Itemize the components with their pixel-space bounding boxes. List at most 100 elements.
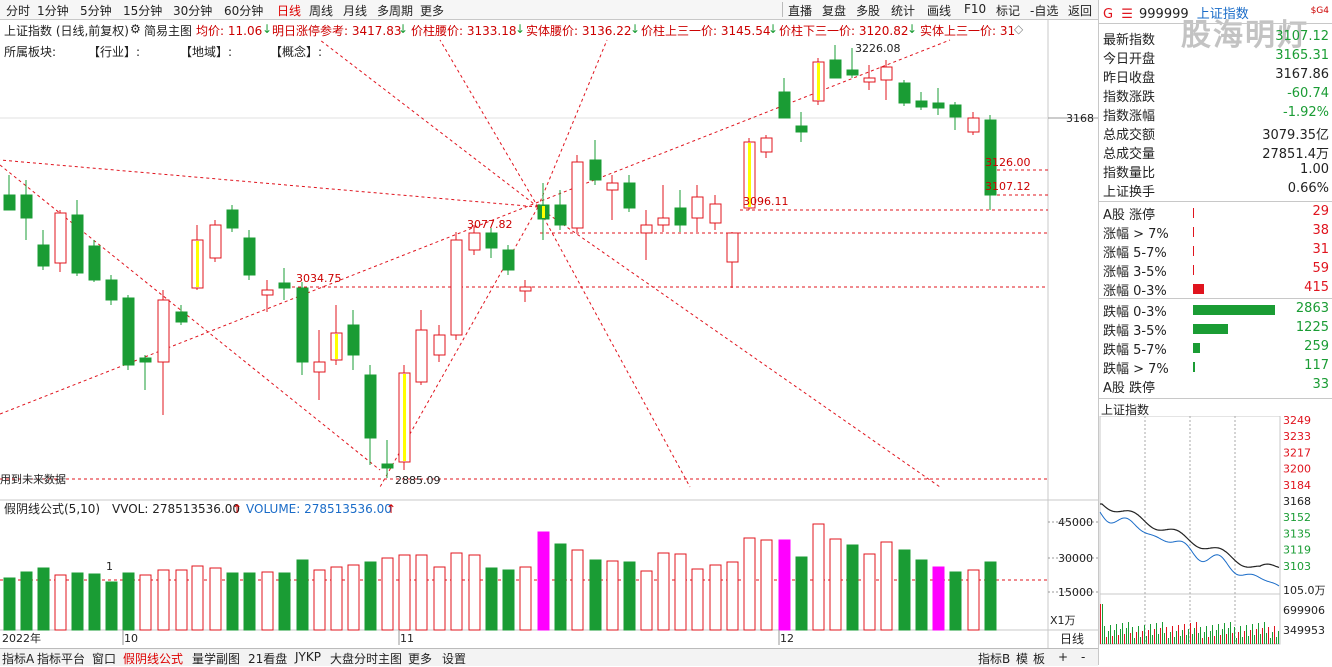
tab-5min[interactable]: 5分钟 (80, 4, 112, 18)
candle (571, 155, 584, 232)
candle (623, 175, 636, 212)
breadth-label: 涨幅 > 7% (1103, 227, 1169, 242)
tab-daily[interactable]: 日线 (277, 4, 302, 18)
tab-settings[interactable]: 设置 (442, 652, 467, 666)
indicator-value-2: 明日涨停参考: 3417.83 (272, 24, 402, 38)
tab-template[interactable]: 模 (1016, 652, 1029, 666)
tab-false-yin-formula[interactable]: 假阴线公式 (123, 652, 184, 666)
volume-bar (915, 559, 928, 631)
mini-volume-bar (1152, 635, 1153, 644)
candle (243, 230, 256, 280)
candle (932, 88, 945, 115)
mini-axis-tick: 3217 (1283, 446, 1311, 459)
candle (364, 365, 377, 465)
mini-volume-bar (1248, 636, 1249, 644)
candle (468, 225, 481, 255)
volume-bar (191, 565, 204, 631)
volume-axis-tick: 30000 (1058, 552, 1093, 565)
mini-volume-bar (1114, 630, 1115, 644)
quote-label: 今日开盘 (1103, 52, 1156, 67)
breadth-bar (1193, 284, 1204, 294)
bottom-tab-bar: 指标A 指标平台 窗口 假阴线公式 量学副图 21看盘 JYKP 大盘分时主图 … (0, 648, 1098, 666)
tab-indicator-a[interactable]: 指标A (2, 652, 35, 666)
f10-button[interactable]: F10 (964, 2, 987, 16)
tab-window[interactable]: 窗口 (92, 652, 117, 666)
draw-line-button[interactable]: 画线 (927, 4, 952, 18)
volume-bar (37, 567, 50, 631)
tab-more-bottom[interactable]: 更多 (408, 652, 433, 666)
back-button[interactable]: 返回 (1068, 4, 1093, 18)
stock-name[interactable]: 上证指数 (1196, 7, 1249, 22)
breadth-row: 涨幅 5-7% 31 (1101, 241, 1331, 261)
tab-market-intraday[interactable]: 大盘分时主图 (330, 652, 403, 666)
mini-volume-bar (1224, 623, 1225, 644)
mini-volume-bar (1194, 628, 1195, 644)
candle (381, 440, 394, 478)
quote-row: 总成交额 3079.35亿 (1101, 123, 1331, 143)
diamond-icon: ◇ (1014, 22, 1024, 36)
region-label[interactable]: 【地域】: (180, 45, 233, 59)
tab-more[interactable]: 更多 (420, 4, 445, 18)
quote-value: 1.00 (1300, 162, 1329, 177)
mini-volume-bar (1218, 624, 1219, 644)
tab-monthly[interactable]: 月线 (343, 4, 368, 18)
tab-weekly[interactable]: 周线 (309, 4, 334, 18)
candlestick-series (3, 45, 997, 478)
concept-label[interactable]: 【概念】: (270, 45, 323, 59)
theme-label[interactable]: 简易主图 (144, 24, 193, 38)
tab-21-view[interactable]: 21看盘 (248, 652, 288, 666)
live-button[interactable]: 直播 (788, 4, 813, 18)
axis-daily-button[interactable]: 日线 (1060, 632, 1084, 646)
volume-bar (984, 561, 997, 631)
mini-intraday-chart[interactable]: 3249 3233 3217 3200 3184 3168 3152 3135 3119 3103… (1099, 416, 1332, 646)
mini-volume-bar (1148, 630, 1149, 644)
tab-multi-period[interactable]: 多周期 (377, 4, 414, 18)
breadth-value: 415 (1304, 280, 1329, 295)
mini-volume-bar (1212, 625, 1213, 644)
candle (691, 185, 704, 232)
mini-volume-bar (1140, 637, 1141, 644)
tab-indicator-b[interactable]: 指标B (978, 652, 1011, 666)
industry-label[interactable]: 【行业】: (88, 45, 141, 59)
breadth-value: 31 (1312, 242, 1329, 257)
stock-code: 999999 (1139, 7, 1189, 22)
multi-stock-button[interactable]: 多股 (856, 4, 881, 18)
volume-bar (949, 571, 962, 631)
arrow-down-icon: ↓ (398, 22, 409, 36)
candle (657, 185, 670, 232)
kline-chart[interactable]: 3168 3226.08 2885.09 3034.75 3077.82 309… (0, 0, 1098, 648)
indicator-value-4: 实体腰价: 3136.22 (526, 24, 632, 38)
zoom-in-button[interactable]: + (1058, 650, 1069, 664)
mini-volume-axis-tick: 349953 (1283, 624, 1325, 637)
tab-60min[interactable]: 60分钟 (224, 4, 264, 18)
axis-tick: 3168 (1066, 112, 1094, 125)
tab-indicator-platform[interactable]: 指标平台 (37, 652, 86, 666)
price-label-low: 2885.09 (395, 474, 441, 487)
replay-button[interactable]: 复盘 (822, 4, 847, 18)
candle (433, 325, 446, 362)
mini-volume-bar (1204, 632, 1205, 644)
breadth-row: A股 涨停 29 (1101, 203, 1331, 223)
stats-button[interactable]: 统计 (891, 4, 916, 18)
tab-1min[interactable]: 1分钟 (37, 4, 69, 18)
quote-label: 指数涨跌 (1103, 90, 1156, 105)
volume-bar (640, 570, 653, 631)
tab-board[interactable]: 板 (1033, 652, 1046, 666)
mini-volume-bar (1116, 624, 1117, 644)
remove-watchlist-button[interactable]: -自选 (1030, 4, 1059, 18)
zoom-out-button[interactable]: - (1081, 650, 1086, 664)
quote-row: 今日开盘 3165.31 (1101, 47, 1331, 67)
mini-volume-bar (1242, 637, 1243, 644)
volume-bar (726, 561, 739, 631)
volume-bar (105, 581, 118, 631)
breadth-value: 29 (1312, 204, 1329, 219)
quote-label: 指数量比 (1103, 166, 1156, 181)
mark-button[interactable]: 标记 (996, 4, 1021, 18)
menu-icon[interactable]: ☰ (1121, 7, 1133, 22)
tab-30min[interactable]: 30分钟 (173, 4, 213, 18)
tab-15min[interactable]: 15分钟 (123, 4, 163, 18)
tab-volume-sub[interactable]: 量学副图 (192, 652, 241, 666)
volume-bar (778, 539, 791, 631)
tab-jykp[interactable]: JYKP (295, 650, 321, 664)
tab-intraday[interactable]: 分时 (6, 4, 31, 18)
